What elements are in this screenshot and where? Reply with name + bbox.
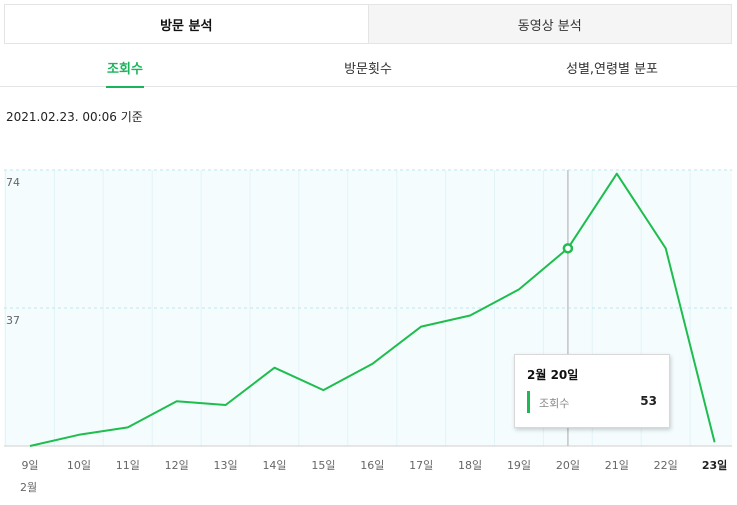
x-tick-label: 20일 [556, 458, 580, 472]
data-point[interactable] [419, 325, 423, 329]
top-tab-bar: 방문 분석 동영상 분석 [4, 4, 732, 44]
x-tick-label: 12일 [165, 458, 189, 472]
data-point[interactable] [370, 362, 374, 366]
data-point[interactable] [273, 366, 277, 370]
x-tick-label: 18일 [458, 458, 482, 472]
views-line-chart: 37 74 9일 10일 11일 12일 13일 14일 15일 16일 17일 18일 19일 20일… [4, 169, 732, 494]
x-tick-label: 10일 [67, 458, 91, 472]
tab-video-analysis[interactable]: 동영상 분석 [367, 5, 731, 43]
data-point[interactable] [664, 246, 668, 250]
x-axis-labels: 9일 10일 11일 12일 13일 14일 15일 16일 17일 18일 19일 20일 21일 22… [21, 458, 727, 472]
x-tick-label: 15일 [311, 458, 335, 472]
data-point[interactable] [713, 440, 717, 444]
x-tick-label: 16일 [360, 458, 384, 472]
chart-tooltip: 2월 20일 조회수 53 [514, 354, 670, 428]
data-point[interactable] [28, 444, 32, 448]
x-tick-label: 11일 [116, 458, 140, 472]
data-point[interactable] [517, 287, 521, 291]
horizontal-grid [4, 169, 732, 447]
tooltip-series-label: 조회수 [539, 397, 570, 410]
y-tick-label: 74 [6, 176, 20, 189]
series-line-views [29, 172, 716, 447]
data-points [28, 172, 717, 448]
data-point[interactable] [615, 172, 619, 176]
tab-visit-analysis[interactable]: 방문 분석 [5, 5, 368, 43]
x-axis-month-label: 2월 [20, 481, 37, 494]
x-tick-label: 14일 [262, 458, 286, 472]
sub-tab-bar: 조회수 방문횟수 성별,연령별 분포 [0, 52, 737, 88]
y-axis-labels: 37 74 [6, 176, 20, 327]
x-tick-label: 22일 [654, 458, 678, 472]
y-tick-label: 37 [6, 314, 20, 327]
tab-views[interactable]: 조회수 [106, 52, 144, 88]
x-tick-label: 9일 [21, 458, 38, 472]
data-timestamp: 2021.02.23. 00:06 기준 [6, 110, 143, 124]
data-point[interactable] [77, 433, 81, 437]
tooltip-value: 53 [640, 394, 657, 408]
data-point[interactable] [126, 425, 130, 429]
x-tick-label: 13일 [214, 458, 238, 472]
data-point[interactable] [175, 399, 179, 403]
data-point[interactable] [224, 403, 228, 407]
tab-gender-age-distribution[interactable]: 성별,연령별 분포 [566, 62, 658, 77]
x-tick-label: 17일 [409, 458, 433, 472]
x-tick-label: 23일 [702, 458, 727, 472]
data-point[interactable] [321, 388, 325, 392]
tooltip-date: 2월 20일 [527, 368, 579, 382]
highlighted-data-point[interactable] [562, 243, 574, 254]
tab-visit-count[interactable]: 방문횟수 [344, 62, 392, 77]
x-tick-label: 21일 [605, 458, 629, 472]
x-tick-label: 19일 [507, 458, 531, 472]
tooltip-series-color-bar [527, 391, 530, 413]
data-point[interactable] [468, 313, 472, 317]
